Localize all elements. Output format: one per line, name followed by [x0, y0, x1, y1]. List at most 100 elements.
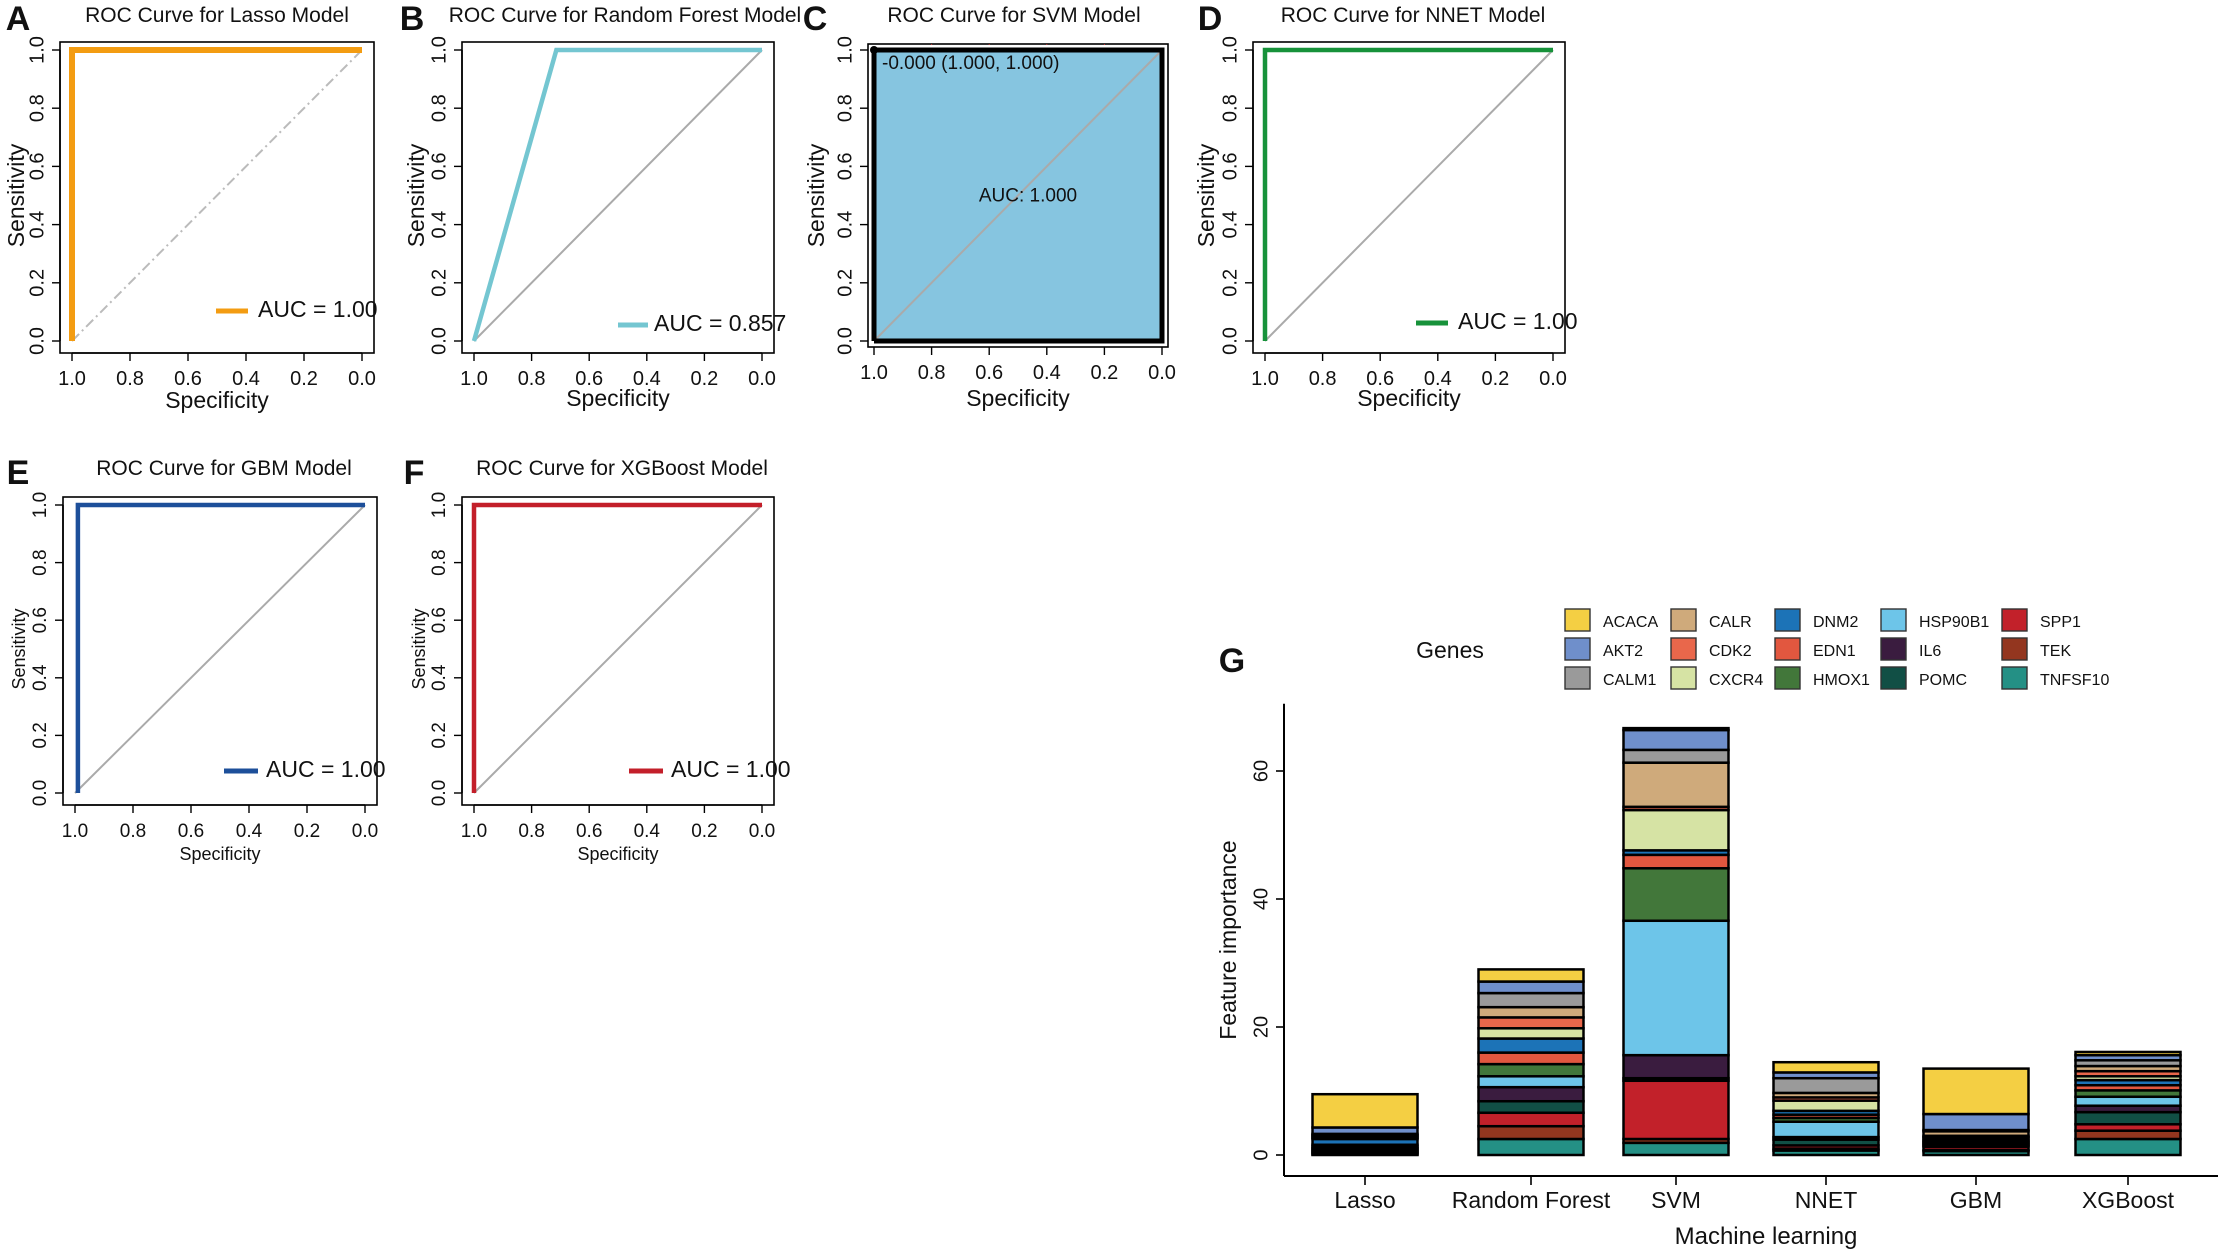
legend-label: EDN1 [1813, 643, 1856, 660]
y-tick-label: 0.0 [429, 780, 450, 806]
chart-title: ROC Curve for GBM Model [96, 457, 352, 480]
panel-letter: B [400, 0, 425, 38]
legend-swatch-pomc [1880, 666, 1907, 690]
y-axis-label: Feature importance [1215, 840, 1241, 1039]
y-axis-label: Sensitivity [9, 608, 29, 689]
stacked-bar-nnet [1772, 1060, 1880, 1157]
panel-letter: A [6, 0, 31, 38]
y-tick-label: 0.0 [26, 327, 48, 355]
x-tick-label: 0.4 [1033, 362, 1061, 384]
y-tick-label: 0.2 [834, 269, 856, 297]
stacked-bar-gbm [1922, 1067, 2030, 1157]
threshold-annotation: -0.000 (1.000, 1.000) [882, 53, 1059, 74]
legend-swatch-akt2 [1564, 637, 1591, 661]
legend-label: AKT2 [1603, 643, 1643, 660]
plot-frame [1252, 41, 1566, 354]
bar-segment-dnm2 [1477, 1037, 1585, 1054]
y-tick-label: 0.0 [30, 780, 51, 806]
diagonal-reference [473, 504, 763, 794]
x-tick-label: XGBoost [2082, 1187, 2175, 1213]
y-tick-label: 0.8 [30, 549, 51, 575]
y-tick-label: 40 [1250, 888, 1272, 910]
x-tick-label: 0.4 [1424, 368, 1452, 390]
x-tick-label: 0.0 [1148, 362, 1176, 384]
x-tick-label: 0.6 [975, 362, 1003, 384]
panel-letter: G [1219, 642, 1245, 680]
legend-label: AUC = 1.00 [266, 756, 386, 782]
y-tick-label: 0.6 [26, 152, 48, 180]
roc-curve [75, 502, 365, 793]
panel-letter: D [1198, 0, 1223, 38]
bar-segment-tnfsf10 [1477, 1137, 1585, 1157]
bar-segment-acaca [1922, 1067, 2030, 1116]
diagonal-reference [873, 49, 1163, 342]
plot-frame [62, 496, 378, 806]
diagonal-reference [1264, 49, 1554, 342]
panel-letter: C [803, 0, 828, 38]
legend-label: AUC = 0.857 [654, 310, 786, 336]
x-tick-label: 0.0 [749, 821, 775, 842]
x-tick-label: 1.0 [461, 821, 487, 842]
bar-segment-hmox1 [1622, 867, 1730, 923]
x-tick-label: 0.6 [576, 821, 602, 842]
x-tick-label: 0.2 [290, 368, 318, 390]
x-tick-label: 0.2 [294, 821, 320, 842]
legend-swatch-calr [1670, 608, 1697, 632]
y-tick-label: 1.0 [834, 36, 856, 64]
bar-segment-calr [1477, 1005, 1585, 1019]
bar-segment-acaca [1477, 968, 1585, 983]
legend-swatch-hmox1 [1774, 666, 1801, 690]
legend-label: DNM2 [1813, 614, 1858, 631]
roc-panel-A: A ROC Curve for Lasso Model 0.0 0.2 0.4 0.6 0.… [3, 0, 377, 413]
plot-area [38, 493, 385, 798]
legend-swatch-il6 [1880, 637, 1907, 661]
legend-label: CDK2 [1709, 643, 1752, 660]
bar-segment-edn1 [1477, 1051, 1585, 1066]
roc-curve [871, 47, 1165, 344]
legend-swatch-hsp90b1 [1880, 608, 1907, 632]
roc-panel-C: C ROC Curve for SVM Model 0.0 0.2 0.4 0.6 0.8 1… [803, 0, 1176, 411]
y-axis-label: Sensitivity [403, 143, 429, 247]
diagonal-reference [71, 49, 363, 342]
x-tick-label: Lasso [1334, 1187, 1395, 1213]
x-tick-label: SVM [1651, 1187, 1701, 1213]
legend-swatch-dnm2 [1774, 608, 1801, 632]
chart-title: ROC Curve for Lasso Model [85, 4, 349, 27]
y-tick-label: 0.6 [1219, 152, 1241, 180]
bar-segment-il6 [1622, 1053, 1730, 1080]
stacked-bar-svm [1622, 726, 1730, 1157]
bar-segment-spp1 [1477, 1111, 1585, 1128]
y-tick-label: 0.6 [834, 152, 856, 180]
y-tick-label: 0.0 [1219, 327, 1241, 355]
legend-label: HSP90B1 [1919, 614, 1989, 631]
y-tick-label: 1.0 [30, 492, 51, 518]
x-tick-label: 0.8 [120, 821, 146, 842]
x-tick-label: 0.6 [1366, 368, 1394, 390]
plot-area [438, 493, 783, 798]
x-axis-label: Specificity [577, 844, 658, 864]
bar-segment-hmox1 [1477, 1062, 1585, 1078]
y-axis-label: Sensitivity [409, 608, 429, 689]
plot-frame [59, 41, 375, 354]
chart-title: ROC Curve for Random Forest Model [449, 4, 801, 27]
x-tick-label: 0.8 [1309, 368, 1337, 390]
legend-label: TEK [2040, 643, 2071, 660]
chart-title: ROC Curve for SVM Model [887, 4, 1140, 27]
x-tick-label: 1.0 [460, 368, 488, 390]
x-axis-label: Specificity [165, 387, 269, 413]
roc-curve [69, 47, 362, 341]
legend-title: Genes [1416, 637, 1484, 663]
genes-legend: Genes ACACA AKT2 CALM1 CALR CDK2 CXCR4 DNM2 EDN1… [1416, 608, 2109, 690]
x-tick-label: 0.8 [518, 368, 546, 390]
legend-swatch-acaca [1564, 608, 1591, 632]
y-tick-label: 0.6 [429, 607, 450, 633]
y-tick-label: 0.2 [30, 722, 51, 748]
x-tick-label: NNET [1795, 1187, 1858, 1213]
bar-segment-pomc [2074, 1110, 2182, 1126]
x-tick-label: 0.2 [691, 821, 717, 842]
bar-segment-hsp90b1 [1622, 919, 1730, 1057]
plot-frame [461, 41, 775, 354]
legend-swatch-cdk2 [1670, 637, 1697, 661]
roc-curve [471, 47, 762, 342]
